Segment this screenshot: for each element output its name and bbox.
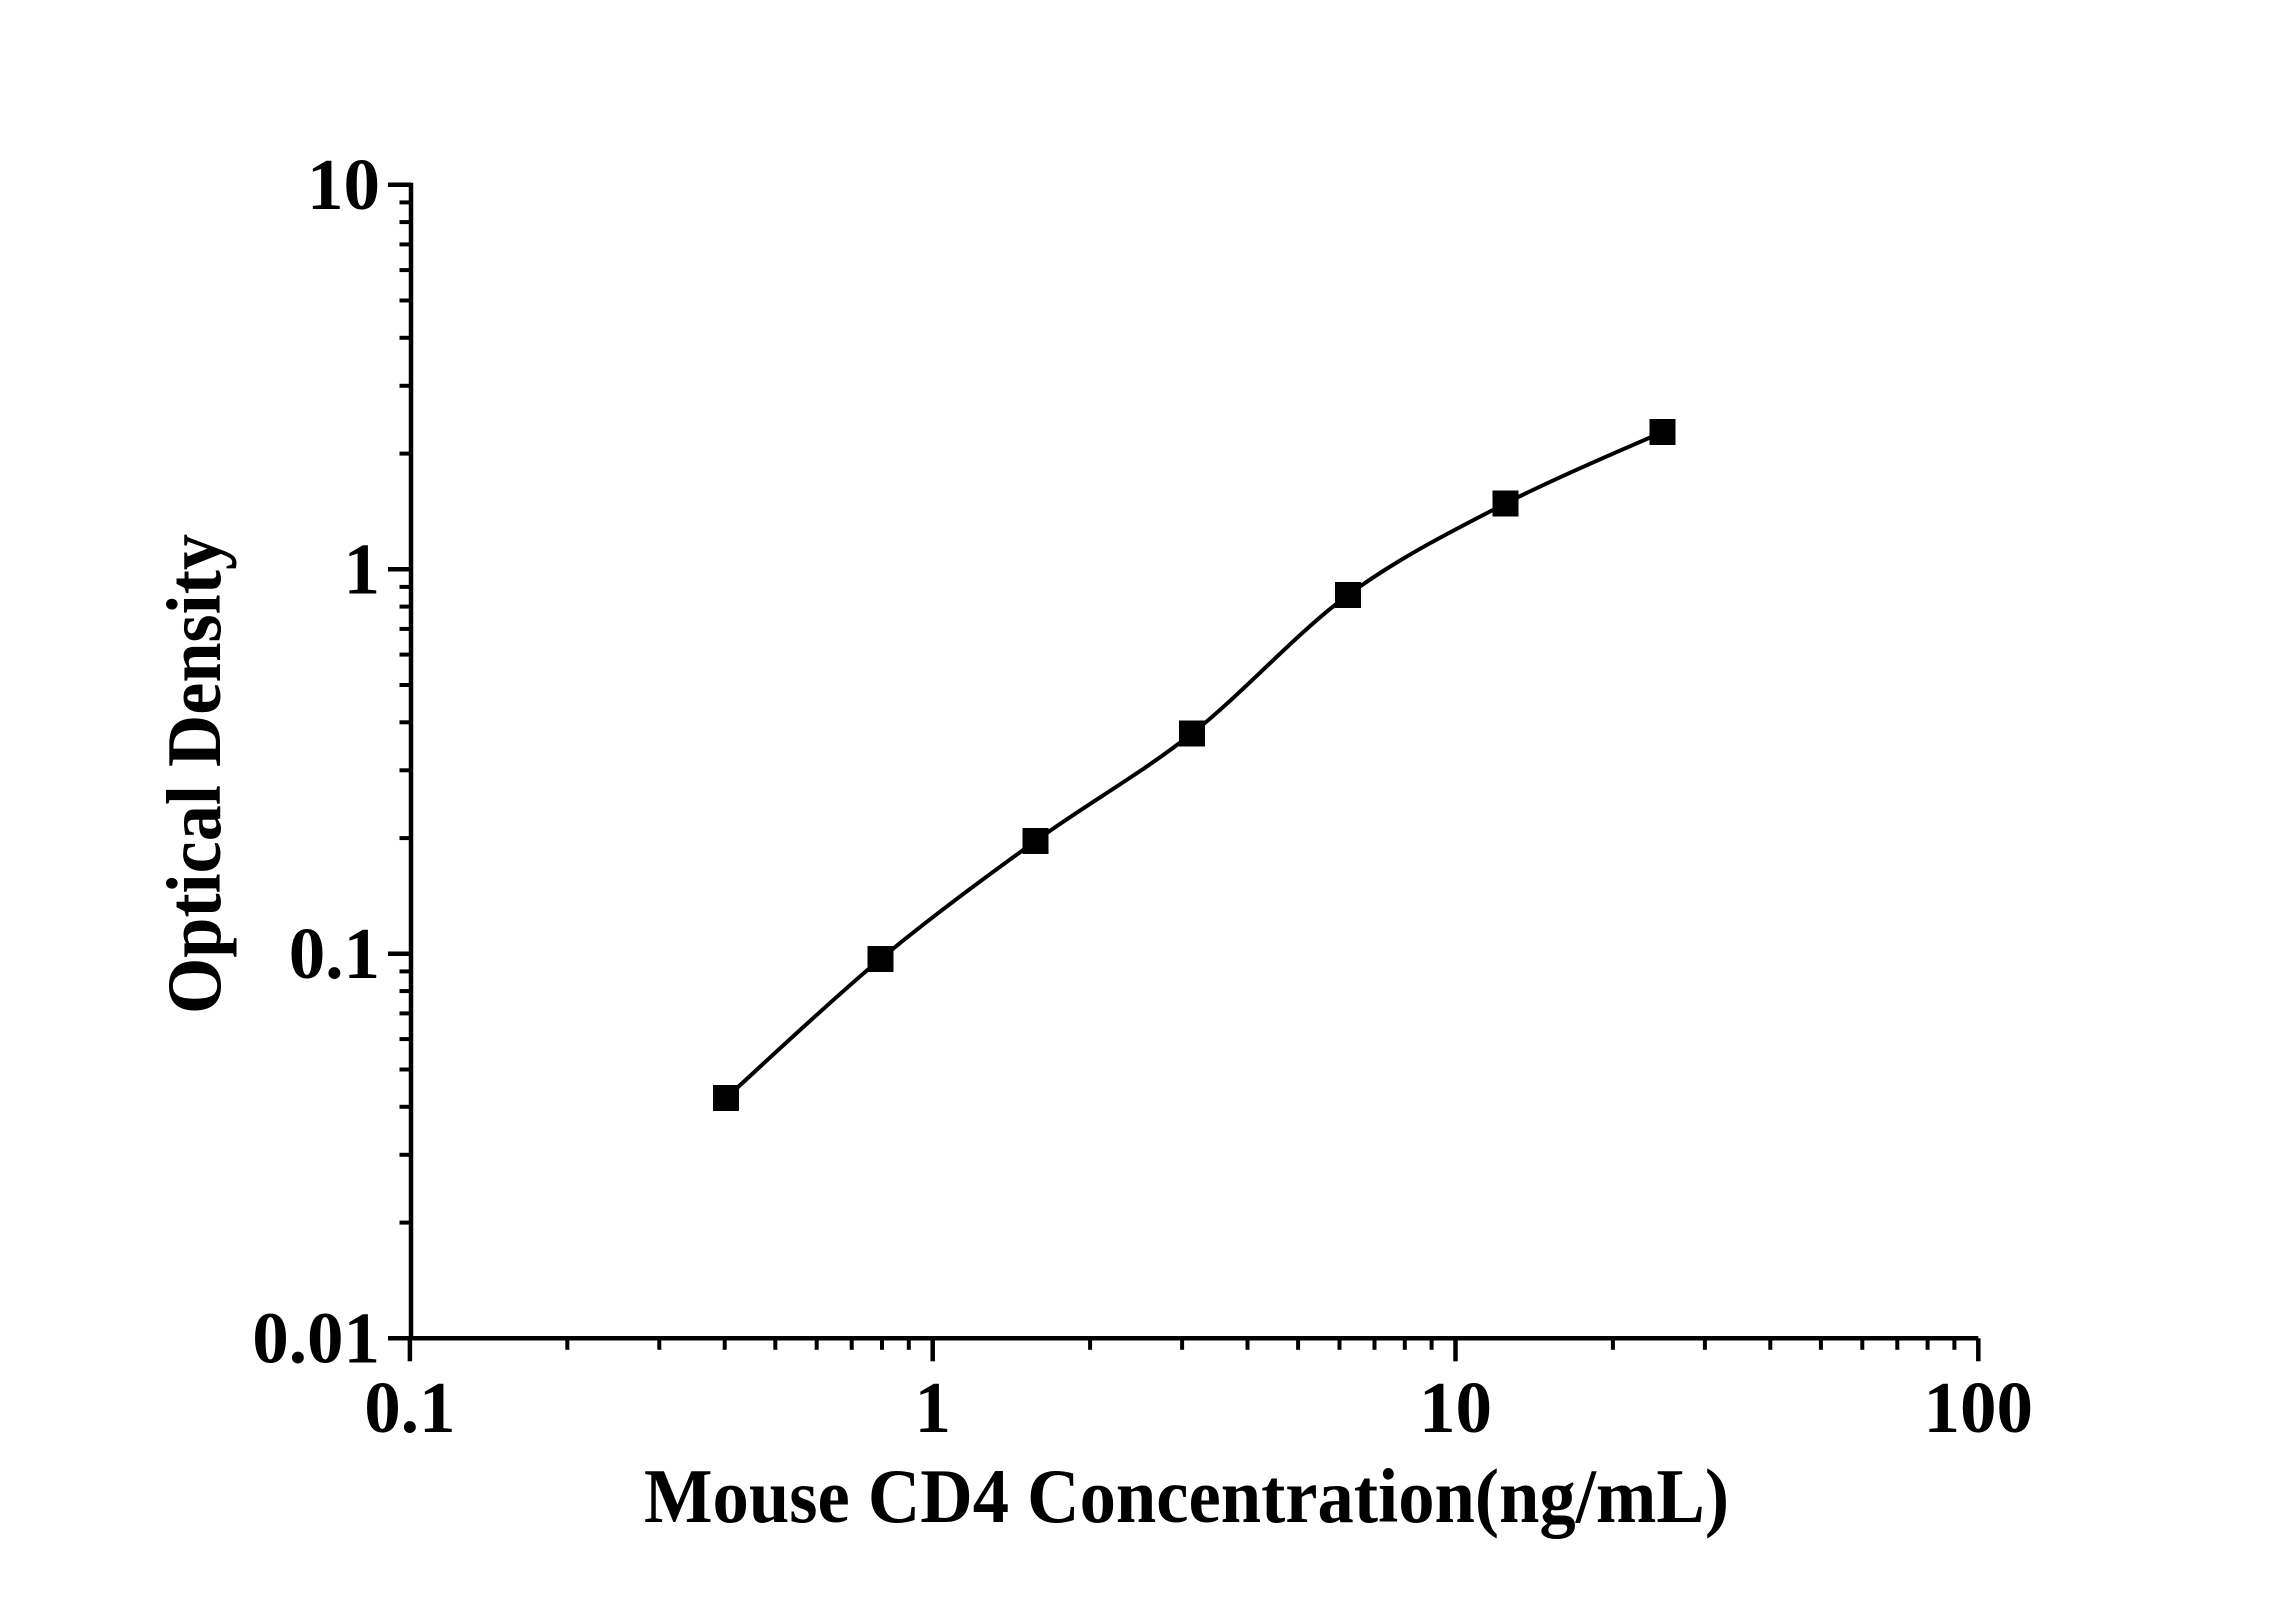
svg-text:1: 1 xyxy=(914,1367,951,1448)
svg-text:0.1: 0.1 xyxy=(289,913,380,994)
svg-text:Optical Density: Optical Density xyxy=(151,534,237,1014)
svg-text:1: 1 xyxy=(344,528,381,609)
svg-text:100: 100 xyxy=(1924,1367,2034,1448)
svg-text:10: 10 xyxy=(307,144,380,225)
svg-text:Mouse CD4 Concentration(ng/mL): Mouse CD4 Concentration(ng/mL) xyxy=(644,1453,1729,1539)
svg-text:10: 10 xyxy=(1419,1367,1492,1448)
svg-text:0.1: 0.1 xyxy=(364,1367,455,1448)
svg-text:0.01: 0.01 xyxy=(252,1297,380,1378)
